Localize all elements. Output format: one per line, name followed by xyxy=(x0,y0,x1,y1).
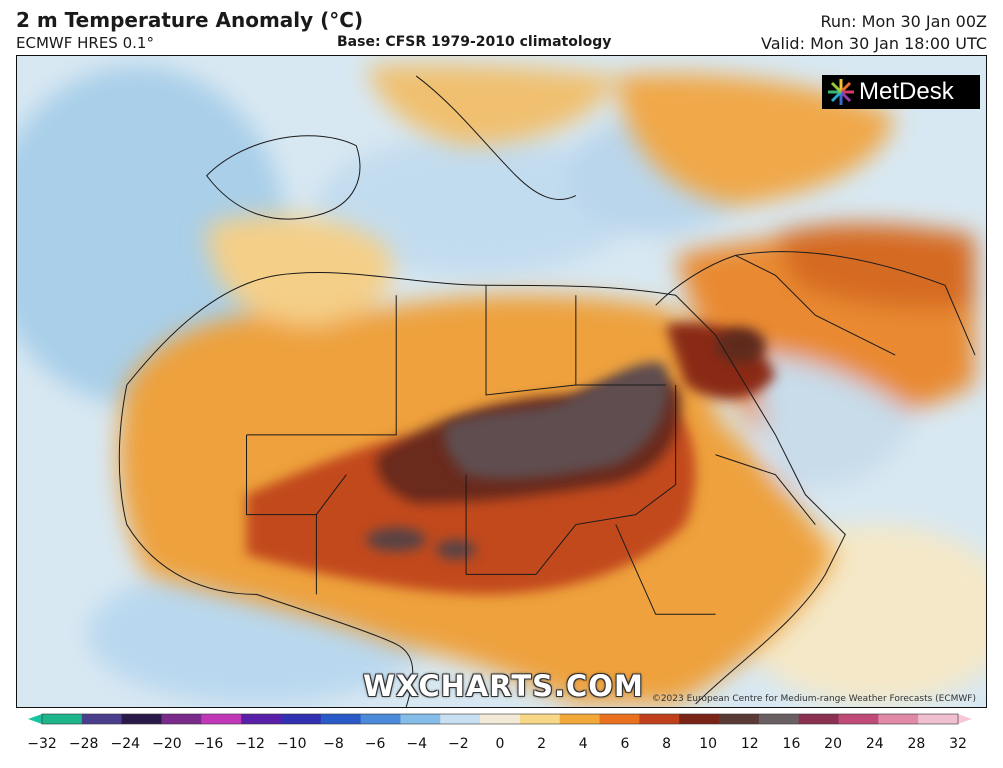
valid-time: Valid: Mon 30 Jan 18:00 UTC xyxy=(761,34,987,53)
colorbar-tick-label: −16 xyxy=(194,736,224,752)
colorbar-tick-label: −28 xyxy=(69,736,99,752)
colorbar-tick-label: −10 xyxy=(277,736,307,752)
colorbar-cell xyxy=(360,714,401,724)
colorbar-tick-label: −12 xyxy=(235,736,265,752)
colorbar-cell xyxy=(719,714,760,724)
colorbar-cell xyxy=(201,714,242,724)
colorbar-tick-label: 10 xyxy=(699,736,717,752)
colorbar-cell xyxy=(121,714,162,724)
colorbar-tick-label: −32 xyxy=(27,736,57,752)
colorbar-tick-label: 20 xyxy=(824,736,842,752)
colorbar-outline xyxy=(41,713,959,725)
metdesk-wordmark: MetDesk xyxy=(859,78,954,105)
colorbar-cell xyxy=(639,714,680,724)
colorbar: −32 −28 −24 −20 −16 −12 −10 −8 −6 −4 −2 0 2 4 6 8 10 12 16… xyxy=(27,713,972,752)
mediterranean-area xyxy=(316,135,636,276)
colorbar-cell xyxy=(42,714,83,724)
colorbar-low-extend xyxy=(28,714,42,724)
anomaly-map: MetDesk WXCHARTS.COM ©2023 European Cent… xyxy=(16,55,987,708)
wxcharts-watermark: WXCHARTS.COM xyxy=(363,669,644,703)
colorbar-cell xyxy=(918,714,959,724)
colorbar-tick-label: 12 xyxy=(741,736,759,752)
colorbar-cell xyxy=(519,714,561,724)
colorbar-high-extend xyxy=(958,714,972,724)
colorbar-tick-label: 2 xyxy=(537,736,546,752)
colorbar-tick-label: −24 xyxy=(110,736,140,752)
colorbar-tick-label: −2 xyxy=(448,736,469,752)
colorbar-cell xyxy=(599,714,640,724)
chart-title: 2 m Temperature Anomaly (°C) xyxy=(16,8,364,32)
colorbar-tick-label: −6 xyxy=(365,736,386,752)
colorbar-tick-label: 16 xyxy=(783,736,801,752)
atlantic-cool-area xyxy=(17,66,287,405)
model-label: ECMWF HRES 0.1° xyxy=(16,34,154,52)
metdesk-flower-icon xyxy=(828,79,854,105)
colorbar-cell xyxy=(81,714,123,724)
colorbar-tick-label: −20 xyxy=(152,736,182,752)
colorbar-tick-label: −8 xyxy=(323,736,344,752)
colorbar-tick-label: 6 xyxy=(620,736,629,752)
arabia-coastline xyxy=(655,251,976,356)
iberia-outline xyxy=(205,135,361,220)
extreme-anomaly-area xyxy=(444,362,669,479)
west-africa-coastline xyxy=(118,384,414,707)
colorbar-tick-label: 8 xyxy=(662,736,671,752)
colorbar-cell xyxy=(480,714,521,724)
colorbar-tick-label: 0 xyxy=(496,736,505,752)
colorbar-cell xyxy=(280,714,322,724)
colorbar-tick-label: 24 xyxy=(866,736,884,752)
colorbar-tick-label: 4 xyxy=(579,736,588,752)
colorbar-cell xyxy=(241,714,282,724)
colorbar-cell xyxy=(798,714,840,724)
colorbar-cell xyxy=(679,714,720,724)
copyright-text: ©2023 European Centre for Medium-range W… xyxy=(651,694,976,704)
italy-outline xyxy=(415,75,577,200)
colorbar-tick-label: −4 xyxy=(406,736,427,752)
map-canvas xyxy=(17,56,986,707)
colorbar-cell xyxy=(400,714,441,724)
colorbar-cell xyxy=(758,714,800,724)
colorbar-tick-label: 32 xyxy=(949,736,967,752)
colorbar-cell xyxy=(440,714,481,724)
country-borders xyxy=(118,75,976,707)
colorbar-cell xyxy=(878,714,919,724)
colorbar-cell xyxy=(559,714,601,724)
colorbar-cell xyxy=(161,714,202,724)
metdesk-logo: MetDesk xyxy=(822,75,980,109)
climatology-label: Base: CFSR 1979-2010 climatology xyxy=(337,34,612,50)
africa-coastline xyxy=(126,272,846,705)
run-time: Run: Mon 30 Jan 00Z xyxy=(820,12,988,31)
colorbar-tick-label: 28 xyxy=(907,736,925,752)
colorbar-cell xyxy=(320,714,362,724)
colorbar-cell xyxy=(838,714,879,724)
